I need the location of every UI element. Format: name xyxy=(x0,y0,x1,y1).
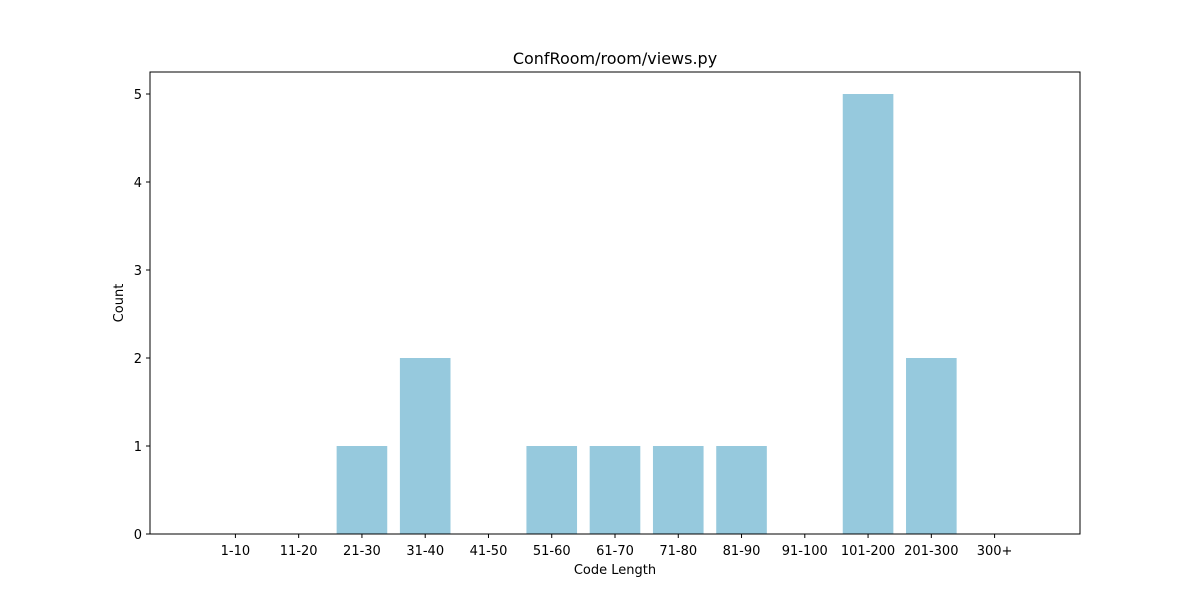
x-tick-label: 300+ xyxy=(977,544,1013,559)
bar-201-300 xyxy=(906,358,957,534)
chart-title: ConfRoom/room/views.py xyxy=(513,49,717,68)
x-tick-label: 91-100 xyxy=(782,544,828,559)
y-axis-ticks: 0 1 2 3 4 5 xyxy=(134,88,150,543)
bar-81-90 xyxy=(716,446,767,534)
x-tick-label: 201-300 xyxy=(904,544,958,559)
y-tick-label: 5 xyxy=(134,88,142,103)
y-tick-label: 4 xyxy=(134,176,142,191)
bar-71-80 xyxy=(652,446,704,534)
bar-101-200 xyxy=(842,94,894,534)
x-tick-label: 31-40 xyxy=(406,544,444,559)
bar-31-40 xyxy=(399,358,451,534)
bar-21-30 xyxy=(336,446,388,534)
x-tick-label: 81-90 xyxy=(723,544,761,559)
x-tick-label: 1-10 xyxy=(221,544,251,559)
x-tick-label: 51-60 xyxy=(533,544,571,559)
plot-area-frame xyxy=(149,71,1081,535)
bar-61-70 xyxy=(589,446,641,534)
y-tick-label: 2 xyxy=(134,352,142,367)
x-tick-label: 11-20 xyxy=(280,544,318,559)
x-axis-ticks: 1-10 11-20 21-30 31-40 41-50 51-60 61-70 71-80 8… xyxy=(221,534,1013,559)
x-tick-label: 71-80 xyxy=(659,544,697,559)
x-axis-label: Code Length xyxy=(574,563,656,578)
y-tick-label: 1 xyxy=(134,440,142,455)
x-tick-label: 101-200 xyxy=(841,544,895,559)
y-tick-label: 3 xyxy=(134,264,142,279)
bar-51-60 xyxy=(526,446,578,534)
bars-group xyxy=(336,94,957,534)
x-tick-label: 41-50 xyxy=(470,544,508,559)
x-tick-label: 21-30 xyxy=(343,544,381,559)
y-tick-label: 0 xyxy=(134,528,142,543)
x-tick-label: 61-70 xyxy=(596,544,634,559)
y-axis-label: Count xyxy=(112,284,127,323)
